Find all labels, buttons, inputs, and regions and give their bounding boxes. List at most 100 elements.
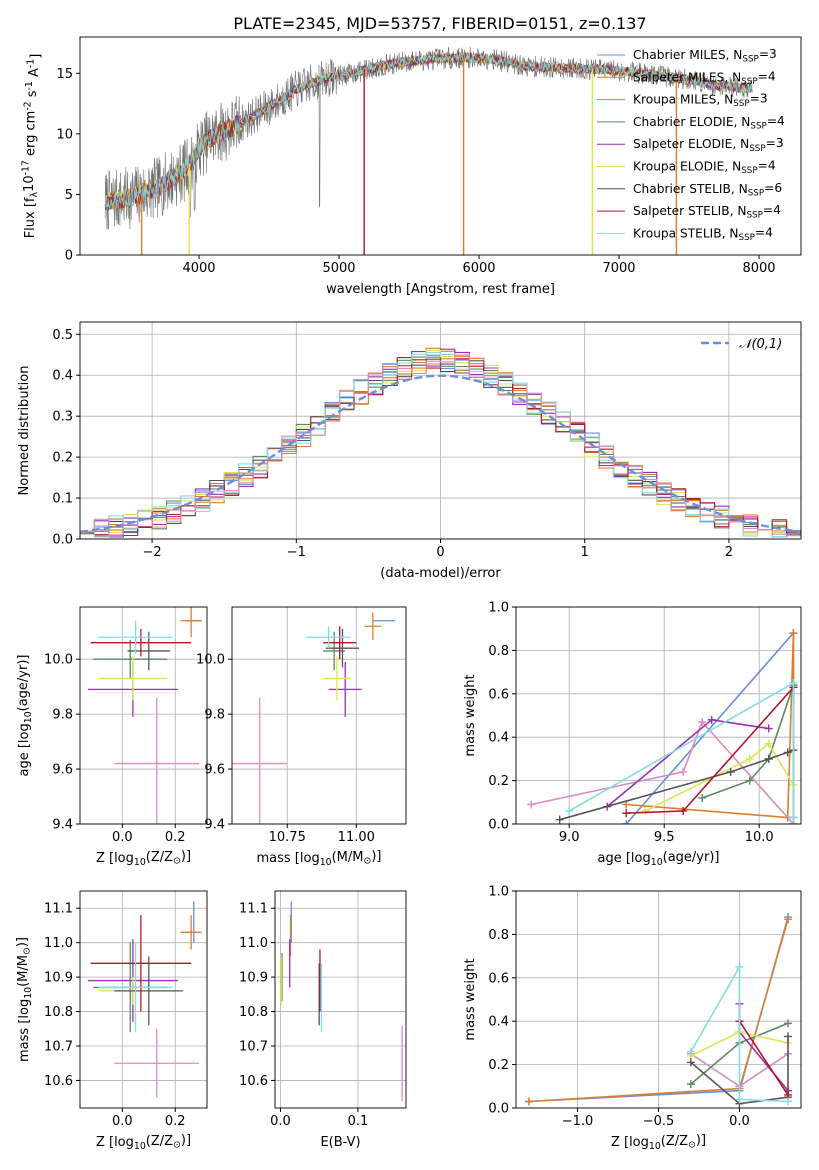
panel-residuals: −2 −1 0 1 2 0.0 0.1 0.2 0.3 0.4 0.5 (data-model)/er… <box>17 321 802 581</box>
legend-label: Kroupa ELODIE, NSSP=4 <box>633 158 776 176</box>
y-tick-label: 9.4 <box>52 818 73 833</box>
y-tick-label: 0.1 <box>52 492 73 507</box>
legend-label: Chabrier ELODIE, NSSP=4 <box>633 114 785 132</box>
plot-area-mass-weight-vs-age <box>527 629 798 824</box>
y-tick-label: 10.8 <box>239 1005 268 1020</box>
error-bar-point-8 <box>306 626 351 649</box>
y-tick-label: 10.6 <box>44 1074 73 1089</box>
label-fragment: SSP <box>749 144 765 154</box>
x-tick-label: 9.0 <box>559 830 580 845</box>
error-bar-point-7 <box>90 915 192 1012</box>
y-tick-label: 0.0 <box>488 1102 509 1117</box>
panel-mass-weight-vs-age: 9.0 9.5 10.0 0.0 0.2 0.4 0.6 0.8 1.0 age [log10(a… <box>463 601 802 868</box>
y-tick-label: 11.0 <box>44 936 73 951</box>
plus-marker <box>641 806 650 815</box>
error-bar-point-1 <box>180 607 202 638</box>
series-line <box>738 1003 789 1092</box>
label-fragment: ⊙ <box>363 856 371 867</box>
y-axis-label: Flux [fλ10-17 erg cm-2 s-1 A-1] <box>21 54 44 239</box>
label-fragment: age [log <box>17 723 32 776</box>
residual-histogram-8 <box>80 351 801 538</box>
y-axis-label: mass weight <box>463 958 478 1040</box>
y-tick-label: 0.0 <box>52 533 73 548</box>
x-tick-label: 0.2 <box>165 830 186 845</box>
label-fragment: Kroupa MILES, N <box>633 93 733 107</box>
y-tick-label: 10.7 <box>44 1040 73 1055</box>
x-tick-label: −2 <box>143 545 162 560</box>
x-tick-label: 0.0 <box>112 1114 133 1129</box>
plus-marker <box>622 809 631 818</box>
x-tick-label: 0.1 <box>348 1114 369 1129</box>
label-fragment: (Z/Z <box>146 850 173 865</box>
y-tick-label: 0.4 <box>488 1015 509 1030</box>
series-line <box>606 718 769 808</box>
label-fragment: Salpeter MILES, N <box>633 70 741 84</box>
plus-marker <box>679 767 688 776</box>
error-bar-point-8 <box>98 620 173 654</box>
legend-label: Salpeter ELODIE, NSSP=3 <box>633 136 784 154</box>
legend-label: Salpeter MILES, NSSP=4 <box>633 69 776 87</box>
residual-histogram-9 <box>80 354 801 537</box>
y-tick-label: 11.1 <box>44 902 73 917</box>
x-tick-label: 8000 <box>742 261 775 276</box>
label-fragment: SSP <box>733 99 749 109</box>
panel-age-vs-mass: 10.75 11.00 9.4 9.6 9.8 10.0 mass [log10(M/M⊙)… <box>196 606 407 868</box>
plus-marker <box>686 1080 695 1089</box>
error-bar-point-5 <box>323 656 351 701</box>
x-tick-label: 0.0 <box>729 1114 750 1129</box>
plus-marker <box>524 1097 533 1106</box>
y-tick-label: 9.6 <box>204 763 225 778</box>
model-spectrum-8 <box>104 52 753 210</box>
label-fragment: Kroupa ELODIE, N <box>633 160 741 174</box>
label-fragment: (age/yr)] <box>16 655 31 712</box>
residual-histogram-4 <box>80 348 801 538</box>
plus-marker <box>735 1095 744 1104</box>
plot-area-mass-weight-vs-z <box>524 913 793 1108</box>
label-fragment: =6 <box>764 181 782 195</box>
error-bar-point-2 <box>232 697 288 824</box>
label-fragment: -1 <box>26 59 37 68</box>
label-fragment: 10 <box>320 857 332 868</box>
label-fragment: E(B-V) <box>320 1135 360 1150</box>
x-tick-label: −1.0 <box>562 1114 594 1129</box>
label-fragment: Chabrier ELODIE, N <box>633 115 750 129</box>
series-line <box>644 742 795 812</box>
label-fragment: age [log <box>598 851 651 866</box>
normal-reference-curve <box>80 374 801 533</box>
y-tick-label: 0.2 <box>488 1058 509 1073</box>
plot-area-mass-vs-z <box>87 901 202 1098</box>
mass-weight-series-8 <box>686 962 793 1106</box>
x-tick-label: 0.0 <box>270 1114 291 1129</box>
label-fragment: =3 <box>759 47 777 61</box>
label-fragment: -17 <box>21 160 32 175</box>
y-tick-label: 10.9 <box>44 971 73 986</box>
series-line <box>690 964 789 1103</box>
label-fragment: )] <box>696 1133 706 1148</box>
x-tick-label: 10.0 <box>745 830 774 845</box>
figure-title: PLATE=2345, MJD=53757, FIBERID=0151, z=0… <box>233 14 646 33</box>
y-tick-label: 0.8 <box>488 644 509 659</box>
label-fragment: Z [log <box>611 1135 649 1150</box>
y-tick-label: 10.0 <box>196 653 225 668</box>
label-fragment: )] <box>181 1133 191 1148</box>
label-fragment: SSP <box>746 211 762 221</box>
y-tick-label: 9.8 <box>52 708 73 723</box>
plus-marker <box>789 629 798 638</box>
plus-marker <box>745 754 754 763</box>
x-tick-label: 6000 <box>462 261 495 276</box>
error-bar-point-6 <box>114 956 184 1026</box>
y-tick-label: 5 <box>65 188 73 203</box>
y-tick-label: 10.6 <box>239 1074 268 1089</box>
plot-area-age-vs-mass <box>232 612 395 824</box>
panel-age-vs-z: 0.0 0.29.49.69.810.0Z [log10(Z/Z⊙)]age [l… <box>16 606 208 868</box>
x-tick-label: 11.00 <box>338 830 375 845</box>
error-bar-point-5 <box>98 656 168 701</box>
label-fragment: Chabrier STELIB, N <box>633 182 748 196</box>
plot-area-spectrum <box>104 46 753 255</box>
y-axis-label: mass weight <box>463 674 478 756</box>
axes-frame <box>231 606 407 825</box>
mass-weight-series-8 <box>565 678 798 822</box>
label-fragment: -2 <box>22 101 33 110</box>
x-axis-label: (data-model)/error <box>380 566 501 581</box>
